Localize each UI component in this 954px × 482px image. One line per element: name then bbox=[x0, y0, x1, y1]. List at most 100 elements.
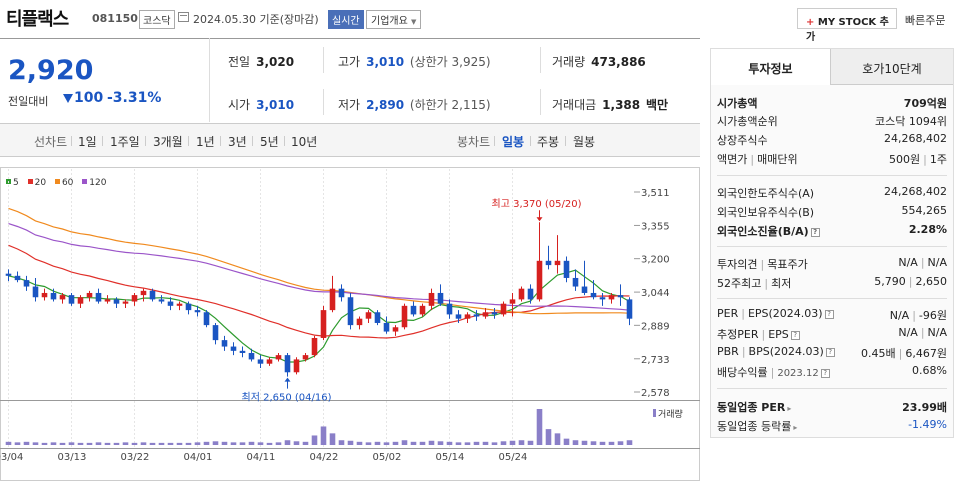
x-tick-label: 05/02 bbox=[373, 452, 402, 463]
company-info-dropdown[interactable]: 기업개요 ▼ bbox=[366, 10, 422, 29]
candle-body bbox=[158, 299, 165, 302]
candle-body bbox=[437, 292, 444, 304]
candle-body bbox=[14, 275, 21, 281]
volume-bar bbox=[347, 440, 354, 445]
candle-body bbox=[23, 280, 30, 287]
quick-order-link[interactable]: 빠른주문 bbox=[905, 14, 946, 27]
row-per: PER | EPS(2024.03)? N/A | -96원 bbox=[717, 307, 947, 322]
max-annotation: 최고 3,370 (05/20) bbox=[492, 198, 582, 210]
candle-body bbox=[599, 297, 606, 300]
volume-bar bbox=[311, 435, 318, 445]
period-3m[interactable]: 3개월 bbox=[153, 135, 183, 149]
volume-bar bbox=[284, 440, 291, 445]
volume-bar bbox=[419, 441, 426, 445]
row-pbr: PBR | BPS(2024.03)? 0.45배 | 6,467원 bbox=[717, 345, 947, 360]
candle-body bbox=[347, 297, 354, 326]
row-market-cap-rank: 시가총액순위 코스닥 1094위 bbox=[717, 115, 947, 128]
candle-body bbox=[140, 290, 147, 296]
arrow-right-icon[interactable]: ▸ bbox=[793, 423, 798, 432]
row-foreign-limit: 외국인한도주식수(A) 24,268,402 bbox=[717, 185, 947, 200]
tab-investment-info[interactable]: 투자정보 bbox=[711, 49, 831, 85]
x-tick-label: 05/14 bbox=[436, 452, 465, 463]
candle-body bbox=[257, 359, 264, 364]
candle-body bbox=[572, 277, 579, 287]
candle-daily[interactable]: 일봉 bbox=[502, 135, 525, 149]
volume-bar bbox=[563, 438, 570, 445]
candle-weekly[interactable]: 주봉 bbox=[537, 135, 560, 149]
realtime-button[interactable]: 실시간 bbox=[328, 10, 364, 29]
row-opinion: 투자의견 | 목표주가 N/A | N/A bbox=[717, 256, 947, 271]
line-chart-label[interactable]: 선차트 bbox=[34, 135, 68, 149]
candle-body bbox=[203, 312, 210, 326]
candle-body bbox=[545, 260, 552, 266]
arrow-right-icon[interactable]: ▸ bbox=[787, 404, 792, 413]
volume-bar bbox=[626, 440, 633, 445]
period-1y[interactable]: 1년 bbox=[196, 135, 215, 149]
help-icon[interactable]: ? bbox=[810, 228, 820, 237]
candle-body bbox=[455, 314, 462, 319]
volume-bar bbox=[365, 442, 372, 445]
candle-body bbox=[338, 288, 345, 298]
calendar-icon bbox=[178, 12, 189, 22]
candle-body bbox=[446, 303, 453, 315]
candle-body bbox=[401, 305, 408, 328]
candle-body bbox=[284, 355, 291, 373]
candle-body bbox=[590, 292, 597, 298]
volume-bar bbox=[320, 426, 327, 445]
market-badge: 코스닥 bbox=[139, 10, 175, 29]
volume-bar bbox=[482, 441, 489, 445]
help-icon[interactable]: ? bbox=[820, 369, 830, 378]
volume-bar bbox=[293, 441, 300, 445]
volume-bar bbox=[491, 442, 498, 445]
volume-bar bbox=[401, 440, 408, 445]
candle-monthly[interactable]: 월봉 bbox=[573, 135, 596, 149]
candle-body bbox=[5, 273, 12, 276]
period-divider bbox=[145, 136, 146, 146]
period-3y[interactable]: 3년 bbox=[228, 135, 247, 149]
ma20-line bbox=[8, 244, 630, 339]
period-divider bbox=[284, 136, 285, 146]
help-icon[interactable]: ? bbox=[825, 348, 835, 357]
y-tick-label: 2,733 bbox=[641, 355, 670, 366]
volume-bar bbox=[329, 433, 336, 445]
candle-body bbox=[59, 295, 66, 300]
current-price: 2,920 bbox=[8, 55, 94, 86]
stat-divider bbox=[540, 47, 541, 73]
candle-body bbox=[473, 314, 480, 317]
help-icon[interactable]: ? bbox=[790, 331, 800, 340]
period-5y[interactable]: 5년 bbox=[260, 135, 279, 149]
divider bbox=[717, 175, 947, 176]
my-stock-add-button[interactable]: + MY STOCK 추가 bbox=[797, 8, 897, 43]
divider bbox=[717, 388, 947, 389]
candle-body bbox=[410, 305, 417, 315]
tab-orderbook[interactable]: 호가10단계 bbox=[831, 49, 953, 85]
volume-bar bbox=[275, 442, 282, 445]
volume-bar bbox=[59, 442, 66, 445]
y-tick-label: 2,578 bbox=[641, 388, 670, 399]
volume-bar bbox=[41, 442, 48, 445]
candle-body bbox=[185, 303, 192, 311]
stock-chart[interactable]: 3,511 3,355 3,200 3,044 2,889 2,733 2,578 03/04… bbox=[0, 157, 700, 482]
change-label: 전일대비 bbox=[8, 95, 49, 108]
period-1d[interactable]: 1일 bbox=[78, 135, 97, 149]
help-icon[interactable]: ? bbox=[824, 310, 834, 319]
period-1w[interactable]: 1주일 bbox=[110, 135, 140, 149]
candle-chart-label[interactable]: 봉차트 bbox=[457, 135, 491, 149]
ma120-line bbox=[8, 223, 630, 311]
candle-body bbox=[464, 314, 471, 319]
period-toolbar: 선차트 1일 1주일 3개월 1년 3년 5년 10년 봉차트 일봉 주봉 월봉 bbox=[0, 123, 700, 157]
candle-body bbox=[41, 292, 48, 298]
candle-body bbox=[554, 260, 561, 266]
candle-body bbox=[329, 288, 336, 311]
x-tick-label: 04/01 bbox=[184, 452, 213, 463]
candle-body bbox=[509, 299, 516, 304]
candle-body bbox=[167, 301, 174, 306]
candle-body bbox=[527, 288, 534, 300]
volume-bar bbox=[221, 441, 228, 445]
volume-bar bbox=[104, 442, 111, 445]
period-10y[interactable]: 10년 bbox=[291, 135, 318, 149]
change-value: 100 bbox=[74, 90, 104, 106]
stock-header: 티플랙스 081150 코스닥 2024.05.30 기준(장마감) 실시간 기… bbox=[0, 0, 954, 43]
candle-body bbox=[113, 299, 120, 304]
row-52w: 52주최고 | 최저 5,790 | 2,650 bbox=[717, 275, 947, 290]
